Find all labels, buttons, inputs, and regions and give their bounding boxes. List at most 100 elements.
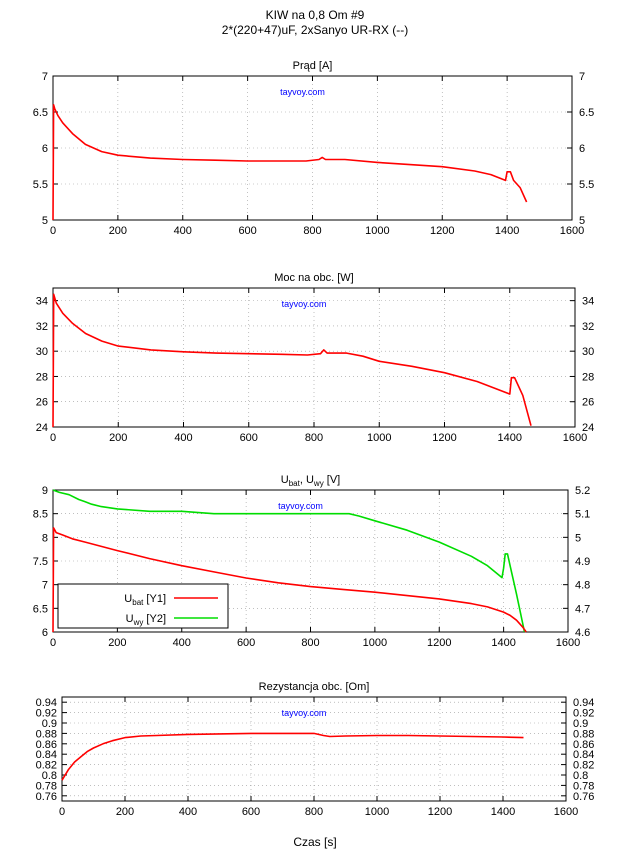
- x-tick-label: 400: [173, 637, 191, 649]
- y-tick-label: 6: [42, 143, 48, 155]
- x-tick-label: 0: [59, 806, 65, 818]
- y2-tick-label: 5.5: [579, 179, 594, 191]
- y-tick-label: 7.5: [33, 556, 48, 568]
- y-tick-label: 0.9: [42, 718, 57, 730]
- chart-panel-3: Ubat, Uwy [V]0 200 400 600 800 1000 1200 1400 16…: [33, 474, 591, 649]
- y-tick-label: 0.78: [36, 780, 57, 792]
- y-tick-label: 7: [42, 580, 48, 592]
- y-tick-label: 9: [42, 485, 48, 497]
- x-tick-label: 1600: [556, 637, 580, 649]
- y2-tick-label: 0.82: [573, 760, 594, 772]
- figure-title-line2: 2*(220+47)uF, 2xSanyo UR-RX (--): [222, 23, 408, 37]
- y2-tick-label: 0.92: [573, 708, 594, 720]
- y2-tick-label: 4.7: [575, 603, 590, 615]
- x-tick-label: 200: [116, 806, 134, 818]
- y2-tick-label: 4.6: [575, 627, 590, 639]
- y-tick-label: 0.88: [36, 728, 57, 740]
- x-tick-label: 1000: [365, 225, 389, 237]
- watermark: tayvoy.com: [282, 708, 327, 718]
- x-tick-label: 1600: [563, 432, 587, 444]
- x-tick-label: 1400: [491, 637, 515, 649]
- x-tick-label: 1400: [498, 432, 522, 444]
- y2-tick-label: 0.84: [573, 749, 594, 761]
- x-tick-label: 200: [108, 637, 126, 649]
- x-tick-label: 1200: [427, 637, 451, 649]
- y-tick-label: 30: [36, 346, 48, 358]
- y-tick-label: 32: [36, 321, 48, 333]
- y2-tick-label: 5.2: [575, 485, 590, 497]
- panel-title: Moc na obc. [W]: [274, 272, 353, 284]
- y-tick-label: 8: [42, 532, 48, 544]
- legend: Ubat [Y1]Uwy [Y2]: [57, 583, 229, 629]
- x-tick-label: 600: [237, 637, 255, 649]
- x-tick-label: 0: [50, 225, 56, 237]
- y-tick-label: 0.76: [36, 791, 57, 803]
- chart-panel-4: Rezystancja obc. [Om] 0 200 400 600 800 1000 12…: [36, 681, 595, 818]
- x-tick-label: 1400: [495, 225, 519, 237]
- x-tick-label: 800: [305, 432, 323, 444]
- series-line-ubat-y1: [52, 527, 527, 633]
- y-tick-label: 6.5: [33, 603, 48, 615]
- y2-tick-label: 26: [582, 397, 594, 409]
- y2-tick-label: 5.1: [575, 509, 590, 521]
- y2-tick-label: 30: [582, 346, 594, 358]
- x-tick-label: 200: [109, 225, 127, 237]
- legend-label-main: U: [124, 593, 132, 605]
- x-tick-label: 0: [50, 637, 56, 649]
- series-line-r: [61, 732, 524, 781]
- x-tick-label: 600: [242, 806, 260, 818]
- y2-tick-label: 0.8: [573, 770, 588, 782]
- y-tick-label: 5.5: [33, 179, 48, 191]
- series-line-i: [52, 104, 528, 221]
- legend-label: Uwy [Y2]: [126, 613, 166, 627]
- chart-panel-1: Prąd [A]0 200 400 600 800 1000 1200 1400 160055.…: [33, 60, 595, 237]
- y2-tick-label: 6.5: [579, 107, 594, 119]
- x-tick-label: 1600: [554, 806, 578, 818]
- legend-box: [57, 583, 229, 629]
- y2-tick-label: 24: [582, 422, 594, 434]
- x-tick-label: 1200: [430, 225, 454, 237]
- x-tick-label: 800: [305, 806, 323, 818]
- y-tick-label: 0.94: [36, 697, 57, 709]
- watermark: tayvoy.com: [282, 299, 327, 309]
- y2-tick-label: 6: [579, 143, 585, 155]
- y-tick-label: 7: [42, 71, 48, 83]
- y-tick-label: 6.5: [33, 107, 48, 119]
- x-tick-label: 400: [174, 432, 192, 444]
- title-text: , U: [300, 474, 314, 486]
- x-tick-label: 600: [238, 225, 256, 237]
- watermark: tayvoy.com: [280, 87, 325, 97]
- y-tick-label: 0.84: [36, 749, 57, 761]
- x-tick-label: 400: [174, 225, 192, 237]
- legend-label-suffix: [Y2]: [143, 613, 166, 625]
- x-tick-label: 1200: [432, 432, 456, 444]
- legend-label-main: U: [126, 613, 134, 625]
- y2-tick-label: 0.9: [573, 718, 588, 730]
- y2-tick-label: 28: [582, 371, 594, 383]
- x-tick-label: 1000: [365, 806, 389, 818]
- x-tick-label: 1000: [367, 432, 391, 444]
- y-tick-label: 0.82: [36, 760, 57, 772]
- series-line-p: [52, 293, 532, 428]
- y-tick-label: 0.92: [36, 708, 57, 720]
- x-axis-label: Czas [s]: [293, 835, 336, 849]
- panel-title: Prąd [A]: [293, 60, 333, 72]
- legend-label: Ubat [Y1]: [124, 593, 166, 607]
- chart-panel-2: Moc na obc. [W] 0 200 400 600 800 1000 1200 1400…: [36, 272, 595, 444]
- y2-tick-label: 7: [579, 71, 585, 83]
- y-tick-label: 26: [36, 397, 48, 409]
- x-tick-label: 1600: [560, 225, 584, 237]
- legend-label-subscript: wy: [133, 618, 144, 627]
- y-tick-label: 0.86: [36, 739, 57, 751]
- series-line-uwy-y2: [52, 489, 526, 633]
- y2-tick-label: 0.94: [573, 697, 594, 709]
- x-tick-label: 200: [109, 432, 127, 444]
- title-text: U: [281, 474, 289, 486]
- y2-tick-label: 0.76: [573, 791, 594, 803]
- x-tick-label: 800: [303, 225, 321, 237]
- title-text: [V]: [324, 474, 341, 486]
- legend-label-suffix: [Y1]: [143, 593, 166, 605]
- y-tick-label: 24: [36, 422, 48, 434]
- y-tick-label: 28: [36, 371, 48, 383]
